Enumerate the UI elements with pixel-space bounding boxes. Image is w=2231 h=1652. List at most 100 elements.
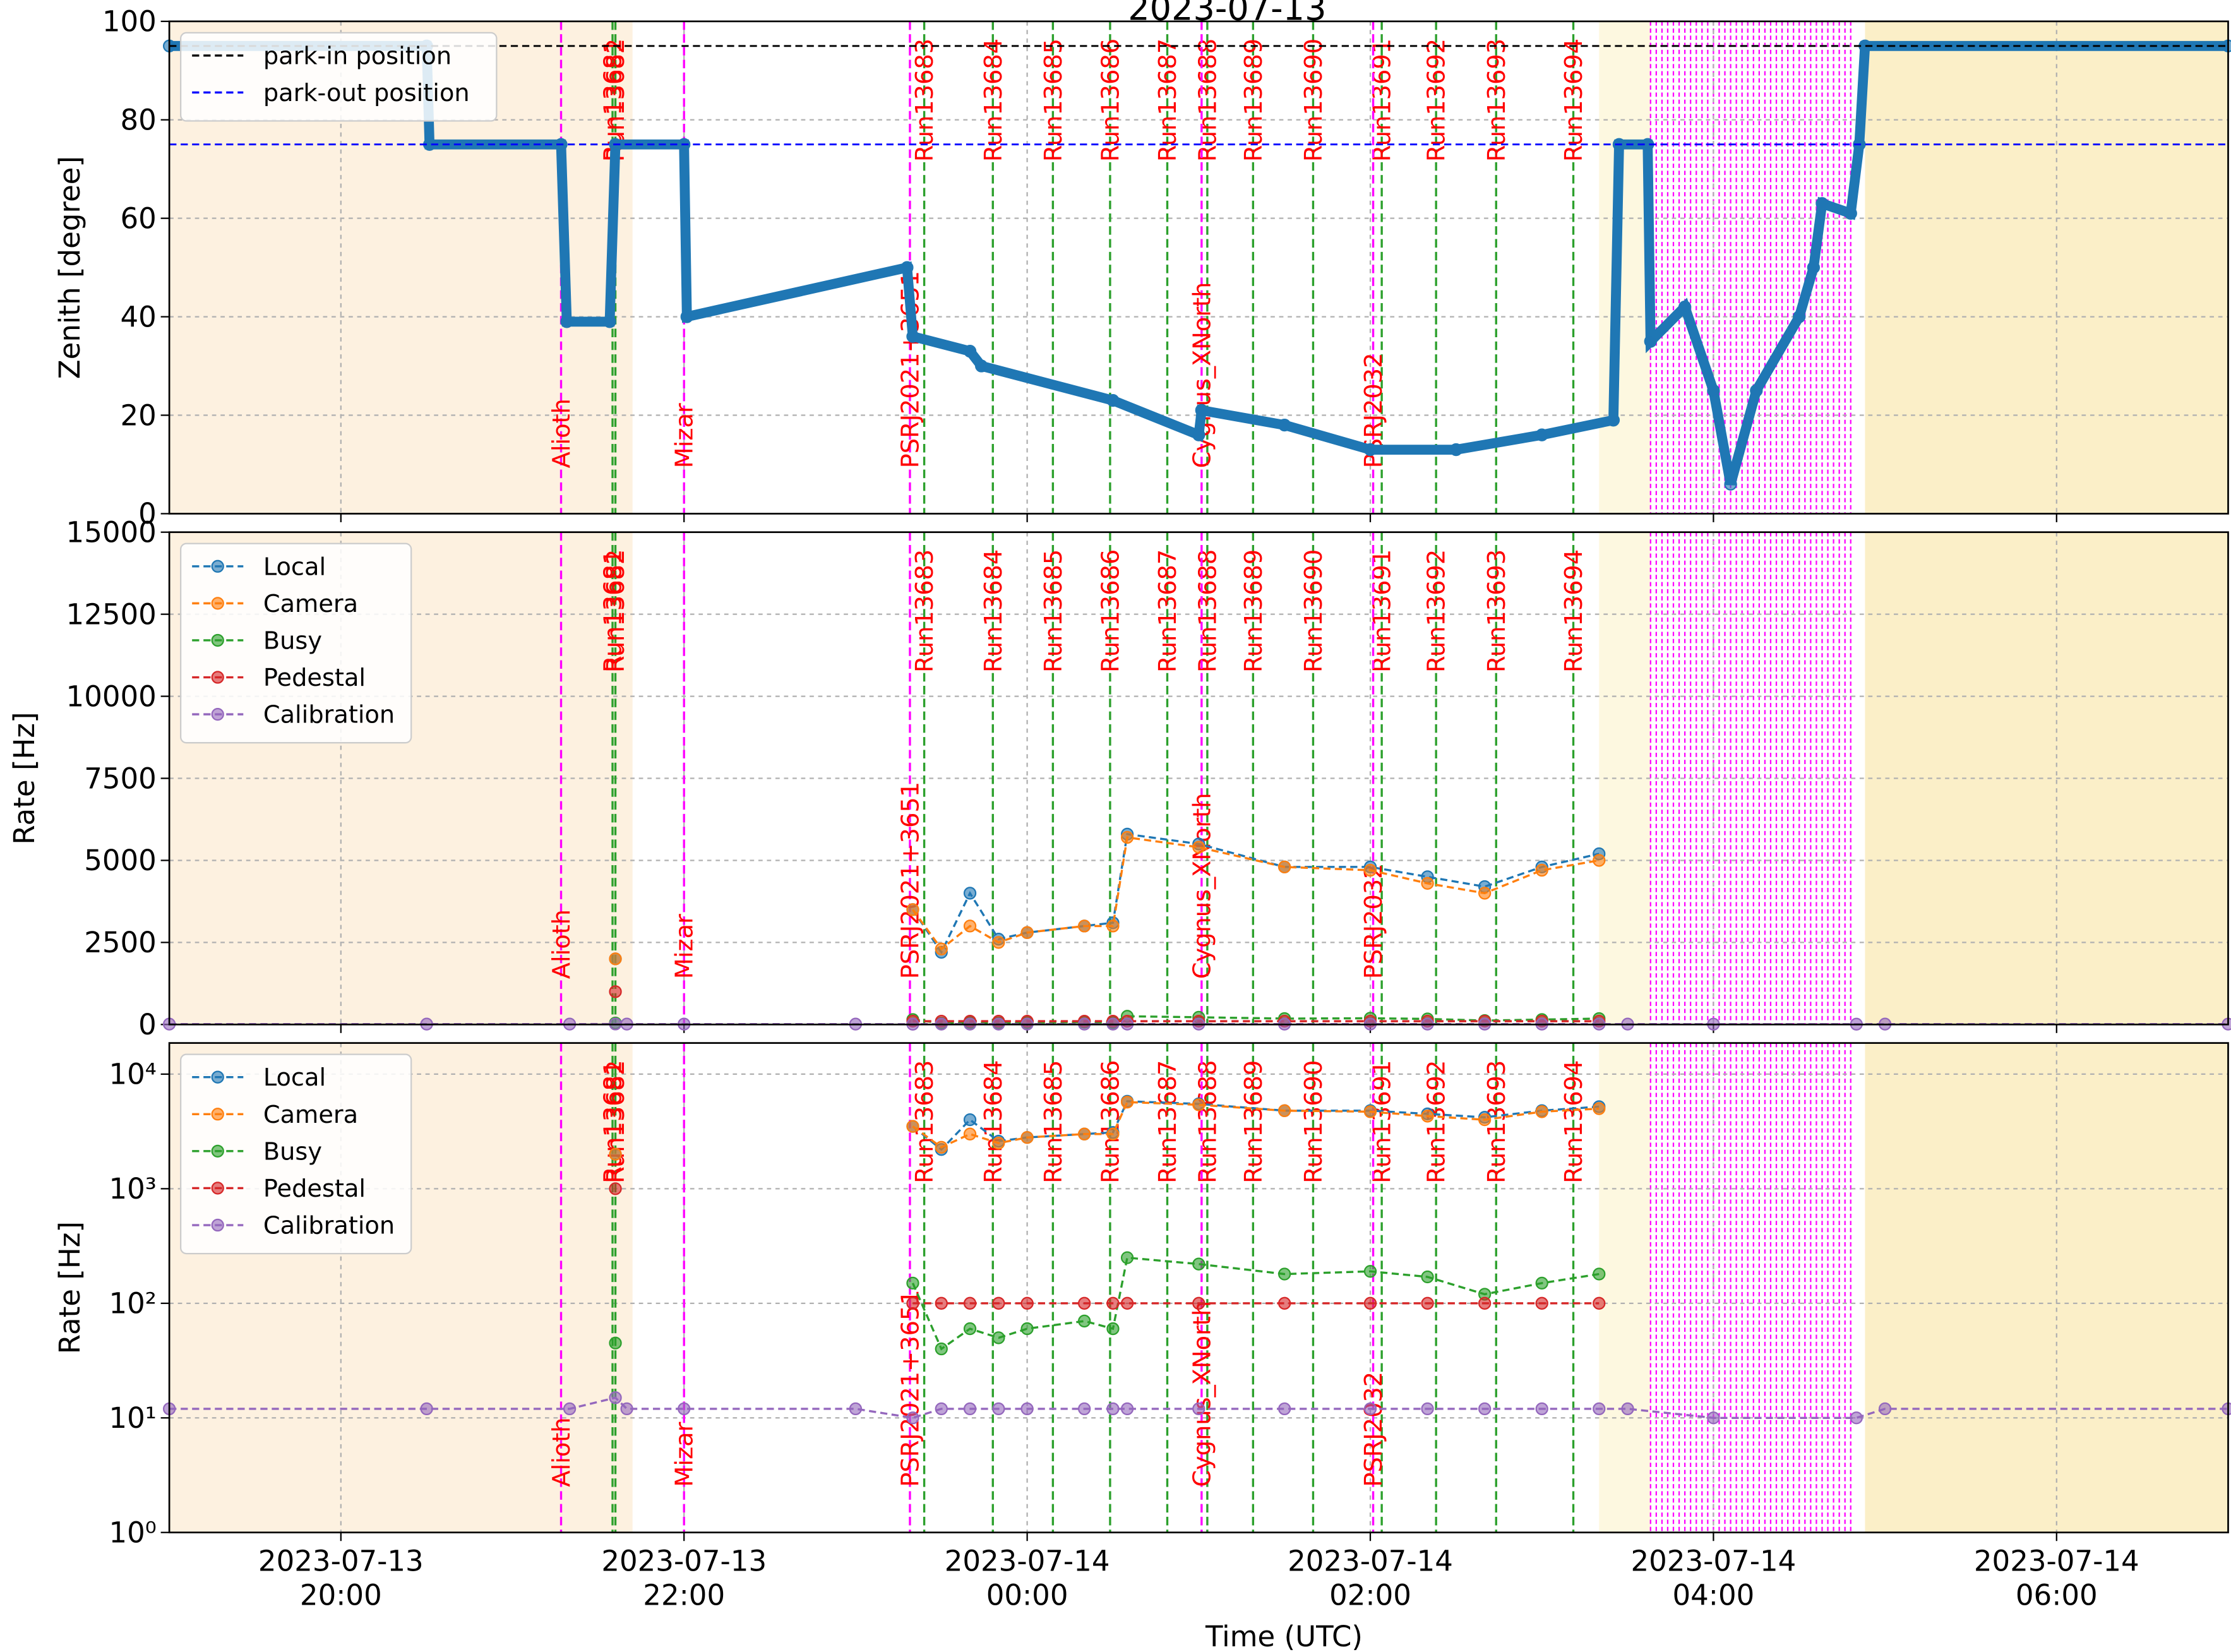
run-label: Run13684 [979, 1060, 1008, 1183]
rate-line-marker [1020, 1322, 1034, 1336]
zenith-line-marker [1815, 197, 1829, 210]
legend-swatch [211, 560, 224, 573]
y-tick-label: 2500 [84, 926, 157, 959]
y-axis-label: Rate [Hz] [53, 1221, 87, 1354]
shaded-region [1865, 1043, 2228, 1533]
legend-box [180, 1053, 412, 1255]
zenith-line-marker [1363, 443, 1377, 457]
run-label: Run13682 [602, 1060, 630, 1183]
rate-line-marker [992, 1296, 1005, 1310]
rate-line-marker [1020, 926, 1034, 939]
rate-line-marker [1106, 1296, 1120, 1310]
shaded-region [1865, 21, 2228, 514]
run-label: Run13693 [1483, 39, 1511, 162]
rate-line-marker [1478, 1296, 1492, 1310]
rate-line-marker [1106, 1127, 1120, 1140]
run-label: Run13685 [1039, 549, 1068, 673]
x-tick-label: 2023-07-14 04:00 [1631, 1545, 1797, 1612]
run-label: Run13681 [599, 1060, 628, 1183]
rate-line-marker [992, 1137, 1005, 1150]
rate-line-marker [1192, 1296, 1205, 1310]
legend-label: Pedestal [263, 1175, 366, 1203]
rate-line-marker [963, 887, 977, 900]
legend: Local Camera Busy Pedestal Calibration [180, 542, 412, 744]
rate-line-marker [1363, 1402, 1377, 1416]
legend-swatch [211, 671, 224, 684]
rate-line-marker [2222, 1402, 2231, 1416]
run-label: Run13689 [1240, 1060, 1268, 1183]
run-label: Run13685 [1039, 1060, 1068, 1183]
rate-line-marker [1707, 1411, 1720, 1425]
zenith-line-marker [1535, 428, 1548, 441]
rate-line-marker [1078, 1402, 1091, 1416]
x-tick-label: 2023-07-14 02:00 [1288, 1545, 1453, 1612]
rate-line-marker [609, 985, 622, 998]
y-axis-label: Rate [Hz] [8, 712, 41, 844]
rate-line-marker [1478, 1113, 1492, 1127]
rate-line-marker [963, 1322, 977, 1336]
x-tick-label: 2023-07-14 00:00 [945, 1545, 1110, 1612]
legend-swatch [211, 1070, 224, 1084]
run-label: Run13688 [1193, 39, 1222, 162]
run-label: Run13692 [1423, 39, 1451, 162]
zenith-line-marker [1106, 393, 1120, 407]
rate-line-marker [1593, 1267, 1606, 1281]
rate-line-marker [1478, 887, 1492, 900]
plot-frame [168, 531, 2229, 1026]
zenith-line-marker [1278, 418, 1291, 432]
rate-line-marker [1278, 860, 1291, 873]
run-label: Run13694 [1560, 1060, 1588, 1183]
y-tick-label: 10³ [109, 1172, 156, 1206]
rate-line-marker [906, 903, 919, 916]
run-label: Run13687 [1154, 39, 1182, 162]
plot-frame [168, 20, 2229, 515]
zenith-line-marker [603, 315, 616, 328]
plot-frame [168, 1042, 2229, 1534]
rate-line-marker [1363, 863, 1377, 877]
y-tick-label: 5000 [84, 844, 157, 877]
run-label: Run13689 [1240, 39, 1268, 162]
rate-line-marker [1593, 1402, 1606, 1416]
source-label: PSRJ2021+3651 [896, 1290, 924, 1487]
run-label: Run13690 [1300, 39, 1328, 162]
legend-label: Calibration [263, 701, 395, 729]
y-tick-label: 10⁰ [109, 1516, 156, 1549]
rate-line-marker [1278, 1104, 1291, 1117]
rate-line-marker [1278, 1267, 1291, 1281]
rate-line-marker [1078, 919, 1091, 933]
run-label: Run13687 [1154, 1060, 1182, 1183]
rate-line [911, 1256, 1600, 1351]
zenith-line-marker [963, 345, 977, 358]
rate-line-marker [1850, 1411, 1863, 1425]
rate-line-marker [935, 1296, 948, 1310]
rate-line-marker [992, 936, 1005, 949]
rate-line-marker [906, 1296, 919, 1310]
rate-line-marker [906, 1120, 919, 1133]
legend-swatch [211, 707, 224, 721]
rate-line-marker [1421, 1110, 1434, 1123]
rate-line-marker [1020, 1131, 1034, 1144]
y-tick-label: 60 [121, 201, 157, 235]
rate-line-marker [935, 1140, 948, 1154]
rate-line-marker [963, 1127, 977, 1140]
rate-line-marker [1593, 854, 1606, 867]
rate-line-marker [1020, 1402, 1034, 1416]
shaded-region [1599, 1043, 1651, 1533]
rate-line-marker [906, 1411, 919, 1425]
x-tick-label: 2023-07-14 06:00 [1974, 1545, 2139, 1612]
zenith-line-marker [1793, 310, 1806, 323]
rate-line-marker [1535, 863, 1548, 877]
run-label: Run13688 [1193, 1060, 1222, 1183]
run-label: Run13686 [1096, 1060, 1125, 1183]
rate-line-marker [906, 1276, 919, 1290]
zenith-line-marker [1195, 404, 1208, 417]
rate-line-marker [1421, 1270, 1434, 1284]
rate-line-marker [992, 1402, 1005, 1416]
legend-swatch [211, 1108, 224, 1121]
rate-line-marker [1106, 1322, 1120, 1336]
rate-line-marker [1621, 1402, 1634, 1416]
rate-line-marker [963, 1402, 977, 1416]
legend-swatch [211, 597, 224, 610]
run-label: Run13693 [1483, 549, 1511, 673]
